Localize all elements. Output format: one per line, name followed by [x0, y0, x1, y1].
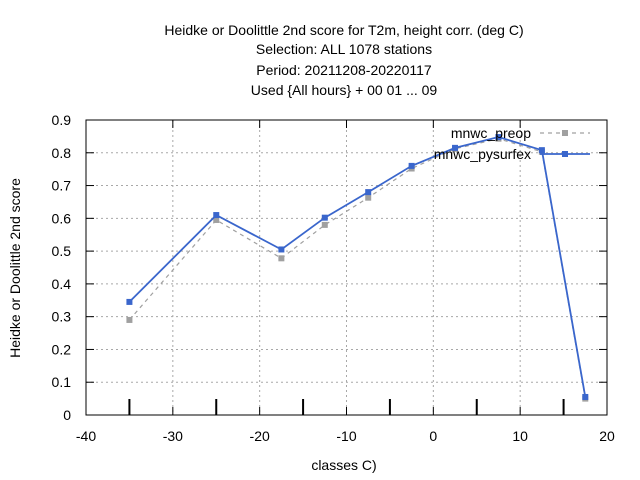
series-layer	[126, 134, 589, 402]
title-line-2: Selection: ALL 1078 stations	[256, 41, 432, 57]
x-tick-label: 10	[512, 428, 528, 444]
x-axis-label: classes C)	[311, 457, 376, 473]
chart-title: Heidke or Doolittle 2nd score for T2m, h…	[164, 22, 523, 98]
plot-frame	[85, 119, 608, 416]
x-tick-label: -30	[163, 428, 183, 444]
y-tick-label: 0.3	[52, 309, 72, 325]
title-line-4: Used {All hours} + 00 01 ... 09	[251, 82, 438, 98]
x-tick-label: -40	[76, 428, 96, 444]
data-point	[408, 162, 415, 169]
data-point	[278, 255, 285, 262]
y-tick-label: 0.9	[52, 112, 72, 128]
data-point	[495, 134, 502, 141]
data-point	[126, 298, 133, 305]
y-tick-labels: 0 0.1 0.2 0.3 0.4 0.5 0.6 0.7 0.8 0.9	[52, 112, 72, 423]
x-tick-label: 20	[599, 428, 615, 444]
data-point	[213, 212, 220, 219]
y-tick-label: 0	[63, 407, 71, 423]
data-point	[126, 316, 133, 323]
legend-marker-mnwc-pysurfex	[562, 151, 568, 157]
title-line-1: Heidke or Doolittle 2nd score for T2m, h…	[164, 22, 523, 38]
series-mnwc-preop	[126, 135, 589, 402]
y-tick-label: 0.8	[52, 145, 72, 161]
y-tick-label: 0.5	[52, 243, 72, 259]
x-tick-label: -10	[336, 428, 356, 444]
series-line	[128, 136, 587, 398]
series-line	[128, 138, 586, 399]
axis-ticks	[85, 119, 608, 416]
y-tick-label: 0.6	[52, 210, 72, 226]
data-point	[278, 246, 285, 253]
data-point	[452, 144, 459, 151]
y-tick-label: 0.4	[52, 276, 72, 292]
data-point	[321, 214, 328, 221]
y-tick-label: 0.1	[52, 374, 72, 390]
y-axis-label: Heidke or Doolittle 2nd score	[7, 178, 23, 358]
legend-marker-mnwc-preop	[562, 130, 568, 136]
x-tick-label: 0	[429, 428, 437, 444]
data-point	[365, 189, 372, 196]
title-line-3: Period: 20211208-20220117	[256, 62, 432, 78]
data-point	[538, 147, 545, 154]
data-point	[365, 194, 372, 201]
legend-label-mnwc-preop: mnwc_preop	[451, 125, 531, 141]
y-tick-label: 0.2	[52, 341, 72, 357]
x-tick-label: -20	[250, 428, 270, 444]
legend: mnwc_preop mnwc_pysurfex	[434, 125, 590, 162]
data-point	[321, 221, 328, 228]
data-point	[582, 393, 589, 400]
series-mnwc-pysurfex	[126, 134, 589, 400]
data-point	[213, 216, 220, 223]
grid-lines	[86, 120, 607, 415]
y-tick-label: 0.7	[52, 178, 72, 194]
x-tick-labels: -40 -30 -20 -10 0 10 20	[76, 428, 615, 444]
legend-label-mnwc-pysurfex: mnwc_pysurfex	[434, 146, 531, 162]
